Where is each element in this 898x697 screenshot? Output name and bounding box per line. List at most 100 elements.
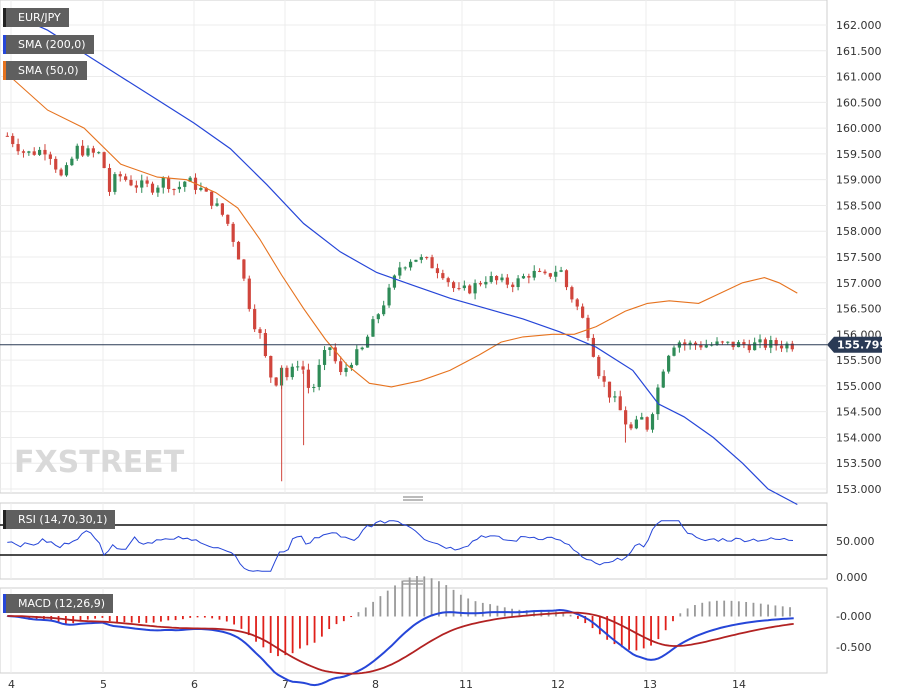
macd-hist-bar (628, 616, 631, 650)
candle-body (758, 339, 762, 343)
macd-hist-bar (108, 616, 111, 622)
candle-body (328, 347, 332, 351)
macd-hist-bar (416, 576, 418, 617)
sma200-legend-tag[interactable]: SMA (200,0) (3, 35, 94, 54)
candle-body (296, 366, 300, 368)
sma50-legend-tag[interactable]: SMA (50,0) (3, 61, 87, 80)
candle-body (97, 152, 101, 154)
candle-body (226, 214, 230, 224)
macd-hist-bar (284, 616, 287, 656)
time-tick-label: 5 (100, 678, 107, 691)
macd-hist-bar (269, 616, 272, 653)
candle-body (591, 337, 595, 357)
candle-body (521, 276, 526, 279)
time-tick-label: 8 (372, 678, 379, 691)
candle-body (742, 342, 746, 345)
candle-body (532, 270, 536, 278)
macd-hist-bar (781, 606, 784, 617)
price-axis: 162.000 161.500 161.000 160.500 160.000 159.5… (836, 19, 882, 496)
candle-body (683, 342, 687, 346)
macd-hist-bar (342, 616, 345, 622)
candle-body (32, 151, 36, 155)
macd-hist-bar (116, 616, 118, 622)
macd-hist-bar (452, 589, 455, 617)
macd-hist-bar (708, 601, 711, 617)
candle-body (360, 347, 364, 350)
candle-body (790, 343, 794, 350)
time-tick-label: 14 (732, 678, 746, 691)
candle-body (134, 185, 138, 188)
price-tick-label: 158.000 (836, 225, 882, 238)
price-tick-label: 160.500 (836, 96, 882, 109)
time-axis: 4 5 6 7 8 11 12 13 14 (8, 678, 746, 691)
macd-legend-tag[interactable]: MACD (12,26,9) (3, 594, 114, 613)
macd-hist-bar (364, 607, 367, 617)
candle-body (500, 277, 504, 281)
macd-hist-bar (789, 607, 791, 617)
macd-hist-bar (167, 616, 170, 621)
candle-body (645, 417, 649, 430)
price-tick-label: 156.500 (836, 303, 882, 316)
macd-hist-bar (438, 581, 440, 617)
macd-hist-bar (759, 603, 762, 617)
macd-hist-bar (423, 576, 426, 617)
candle-body (779, 345, 784, 349)
candle-body (747, 344, 751, 351)
candle-body (75, 145, 79, 159)
macd-hist-bar (650, 616, 652, 646)
macd-hist-bar (101, 616, 104, 618)
price-tick-label: 162.000 (836, 19, 882, 32)
macd-hist-bar (730, 600, 733, 617)
candle-body (392, 275, 397, 288)
macd-hist-bar (357, 612, 360, 617)
macd-hist-bar (145, 616, 148, 623)
panel-resize-handle[interactable] (403, 496, 423, 501)
candle-body (253, 309, 257, 330)
macd-hist-bar (694, 605, 696, 617)
macd-hist-bar (569, 614, 572, 617)
macd-hist-bar (386, 590, 389, 617)
macd-hist-bar (767, 604, 769, 617)
panel-resize-handle[interactable] (403, 580, 423, 585)
candle-body (177, 186, 181, 190)
price-tick-label: 157.500 (836, 251, 882, 264)
macd-hist-bar (474, 601, 477, 617)
rsi-line (7, 520, 794, 572)
candle-body (575, 299, 579, 307)
candle-body (242, 259, 246, 279)
macd-hist-bar (664, 616, 667, 631)
macd-hist-bar (525, 610, 528, 617)
macd-hist-bar (335, 616, 338, 625)
macd-hist-bar (518, 609, 521, 617)
candle-body (667, 355, 671, 372)
candle-body (650, 414, 655, 430)
candle-body (554, 271, 558, 277)
rsi-legend-tag[interactable]: RSI (14,70,30,1) (3, 510, 116, 529)
macd-hist-bar (299, 616, 301, 649)
symbol-legend-tag[interactable]: EUR/JPY (3, 8, 69, 27)
candle-body (156, 187, 160, 193)
macd-hist-bar (262, 616, 265, 648)
candle-body (5, 135, 9, 137)
macd-hist-bar (247, 616, 250, 636)
candle-body (629, 424, 633, 429)
price-tick-label: 153.000 (836, 483, 882, 496)
candle-body (172, 189, 176, 191)
candle-body (505, 277, 509, 285)
candle-body (451, 282, 456, 289)
candle-body (371, 319, 375, 337)
candle-body (624, 410, 628, 425)
candle-body (204, 187, 208, 192)
rsi-tick-label: 50.000 (836, 535, 875, 548)
candle-body (403, 267, 407, 269)
price-tick-label: 159.500 (836, 148, 882, 161)
macd-line (7, 608, 794, 687)
macd-hist-bar (657, 616, 660, 640)
candle-body (54, 158, 58, 170)
macd-hist-bar (233, 616, 236, 625)
candle-body (607, 381, 612, 398)
watermark-logo: FXSTREET (14, 445, 185, 480)
candle-body (349, 364, 354, 368)
gridlines (0, 0, 827, 673)
candle-body (215, 203, 219, 206)
